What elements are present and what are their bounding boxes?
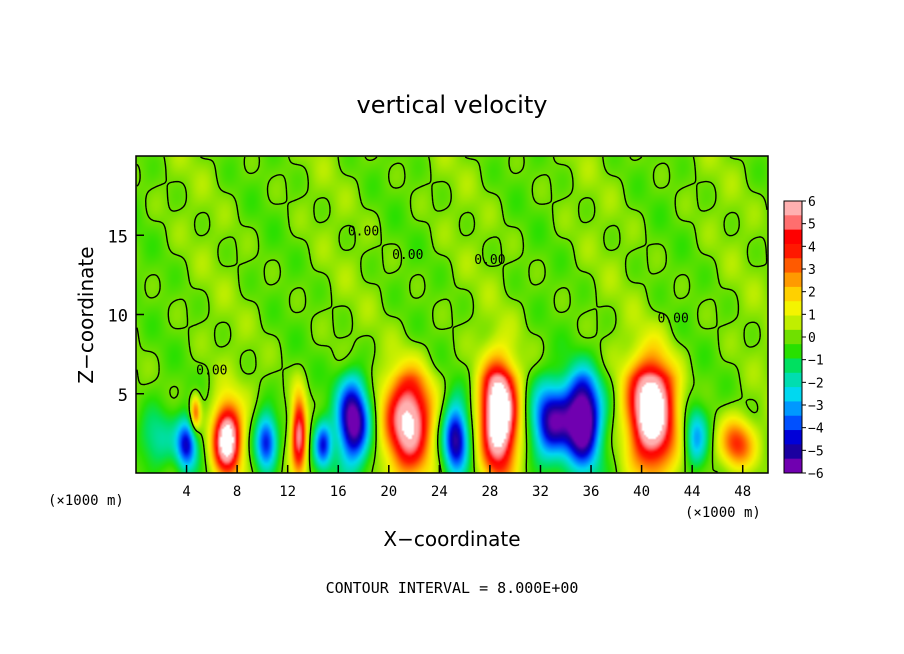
colorbar-swatch bbox=[784, 201, 802, 216]
x-axis-label: X−coordinate bbox=[383, 527, 520, 551]
contour-label: 0.00 bbox=[348, 224, 379, 239]
contour-interval-note: CONTOUR INTERVAL = 8.000E+00 bbox=[326, 579, 579, 597]
colorbar-swatch bbox=[784, 458, 802, 474]
plot-area: 0.00 0.00 0.00 0.00 0.00 bbox=[135, 155, 769, 474]
colorbar-swatch bbox=[784, 215, 802, 231]
colorbar-swatch bbox=[784, 358, 802, 374]
colorbar-swatch bbox=[784, 387, 802, 402]
y-tick-label: 10 bbox=[108, 307, 128, 327]
colorbar-tick-label: 6 bbox=[808, 195, 816, 210]
colorbar-tick-label: 3 bbox=[808, 263, 816, 278]
x-tick-label: 32 bbox=[532, 484, 549, 500]
y-axis-label: Z−coordinate bbox=[74, 246, 98, 383]
x-tick-label: 8 bbox=[233, 484, 241, 500]
colorbar-tick-label: −2 bbox=[808, 376, 824, 391]
colorbar-swatch bbox=[784, 243, 802, 259]
colorbar-swatch bbox=[784, 258, 802, 274]
y-tick-label: 15 bbox=[108, 227, 128, 247]
x-tick-label: 44 bbox=[684, 484, 701, 500]
colorbar-swatch bbox=[784, 329, 802, 345]
contour-label: 0.00 bbox=[392, 248, 423, 263]
colorbar-tick-label: 2 bbox=[808, 286, 816, 301]
colorbar-tick-label: 1 bbox=[808, 308, 816, 323]
colorbar-tick-label: −4 bbox=[808, 422, 824, 437]
colorbar-swatch bbox=[784, 401, 802, 417]
colorbar-swatch bbox=[784, 344, 802, 359]
x-tick-label: 24 bbox=[431, 484, 448, 500]
colorbar-tick-label: −5 bbox=[808, 444, 824, 459]
colorbar-tick-label: −1 bbox=[808, 354, 824, 369]
x-tick-label: 36 bbox=[583, 484, 600, 500]
x-unit-right: (×1000 m) bbox=[685, 505, 761, 521]
x-unit-left: (×1000 m) bbox=[48, 493, 124, 509]
colorbar-swatch bbox=[784, 315, 802, 331]
colorbar-swatch bbox=[784, 272, 802, 288]
colorbar-tick-label: 5 bbox=[808, 218, 816, 233]
colorbar-tick-label: 0 bbox=[808, 331, 816, 346]
x-tick-label: 20 bbox=[380, 484, 397, 500]
colorbar-swatch bbox=[784, 444, 802, 460]
x-tick-label: 4 bbox=[182, 484, 190, 500]
x-tick-label: 48 bbox=[734, 484, 751, 500]
contour-label: 0.00 bbox=[196, 364, 227, 379]
contour-label: 0.00 bbox=[474, 253, 505, 268]
y-tick-label: 5 bbox=[118, 386, 128, 406]
colorbar-tick-label: −6 bbox=[808, 467, 824, 482]
x-tick-label: 28 bbox=[481, 484, 498, 500]
zero-contours bbox=[136, 156, 768, 473]
contour-line-zero bbox=[136, 156, 768, 473]
colorbar-swatch bbox=[784, 286, 802, 302]
chart-title: vertical velocity bbox=[357, 91, 548, 119]
colorbar-tick-label: 4 bbox=[808, 240, 816, 255]
x-tick-label: 16 bbox=[330, 484, 347, 500]
colorbar-swatch bbox=[784, 430, 802, 445]
contour-labels: 0.00 0.00 0.00 0.00 0.00 bbox=[196, 224, 689, 378]
x-tick-label: 12 bbox=[279, 484, 296, 500]
colorbar-tick-label: −3 bbox=[808, 399, 824, 414]
x-axis: 4 8 12 16 20 24 28 32 36 40 44 48 bbox=[182, 465, 751, 500]
colorbar-swatch bbox=[784, 229, 802, 245]
colorbar-swatch bbox=[784, 372, 802, 388]
colorbar-swatch bbox=[784, 415, 802, 431]
contour-label: 0.00 bbox=[658, 311, 689, 326]
x-tick-label: 40 bbox=[633, 484, 650, 500]
colorbar-swatch bbox=[784, 301, 802, 317]
colorbar: 6 5 4 3 2 1 0 −1 −2 −3 −4 −5 −6 bbox=[783, 195, 824, 482]
y-axis: 5 10 15 bbox=[108, 227, 144, 406]
